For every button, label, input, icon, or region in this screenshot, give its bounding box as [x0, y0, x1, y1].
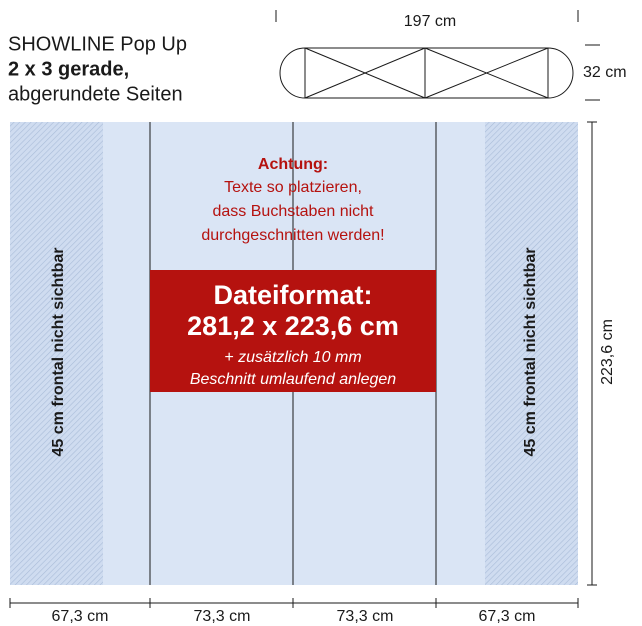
warning-line: dass Buchstaben nicht [213, 203, 375, 220]
header-line: SHOWLINE Pop Up [8, 33, 187, 55]
top-view: 197 cm 32 cm [275, 10, 627, 101]
width-dimension: 67,3 cm 73,3 cm 73,3 cm 67,3 cm [9, 598, 579, 625]
width-segment-label: 73,3 cm [194, 608, 251, 625]
format-size: 281,2 x 223,6 cm [187, 311, 399, 341]
warning-line: Texte so platzieren, [224, 179, 362, 196]
height-dimension: 223,6 cm [587, 121, 616, 586]
width-segment-label: 67,3 cm [479, 608, 536, 625]
header-line: abgerundete Seiten [8, 83, 183, 105]
height-label: 223,6 cm [599, 319, 616, 385]
width-label: 197 cm [404, 13, 456, 30]
width-segment-label: 67,3 cm [52, 608, 109, 625]
side-label: 45 cm frontal nicht sichtbar [50, 248, 67, 457]
header-line: 2 x 3 gerade, [8, 58, 129, 80]
format-note: Beschnitt umlaufend anlegen [190, 371, 396, 388]
panel: Achtung: Texte so platzieren, dass Buchs… [10, 122, 578, 585]
depth-label: 32 cm [583, 64, 627, 81]
format-title: Dateiformat: [213, 280, 372, 310]
warning-line: durchgeschnitten werden! [201, 227, 384, 244]
warning-title: Achtung: [258, 156, 328, 173]
width-segment-label: 73,3 cm [337, 608, 394, 625]
side-label: 45 cm frontal nicht sichtbar [522, 248, 539, 457]
format-note: + zusätzlich 10 mm [224, 349, 361, 366]
